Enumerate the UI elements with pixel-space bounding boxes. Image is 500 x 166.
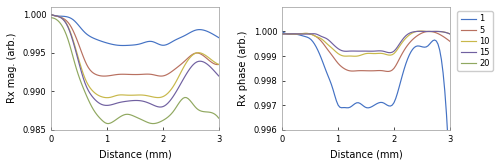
- Legend: 1, 5, 10, 15, 20: 1, 5, 10, 15, 20: [458, 11, 493, 71]
- X-axis label: Distance (mm): Distance (mm): [98, 149, 172, 159]
- Y-axis label: Rx mag. (arb.): Rx mag. (arb.): [7, 33, 17, 103]
- X-axis label: Distance (mm): Distance (mm): [330, 149, 402, 159]
- Y-axis label: Rx phase (arb.): Rx phase (arb.): [238, 31, 248, 106]
